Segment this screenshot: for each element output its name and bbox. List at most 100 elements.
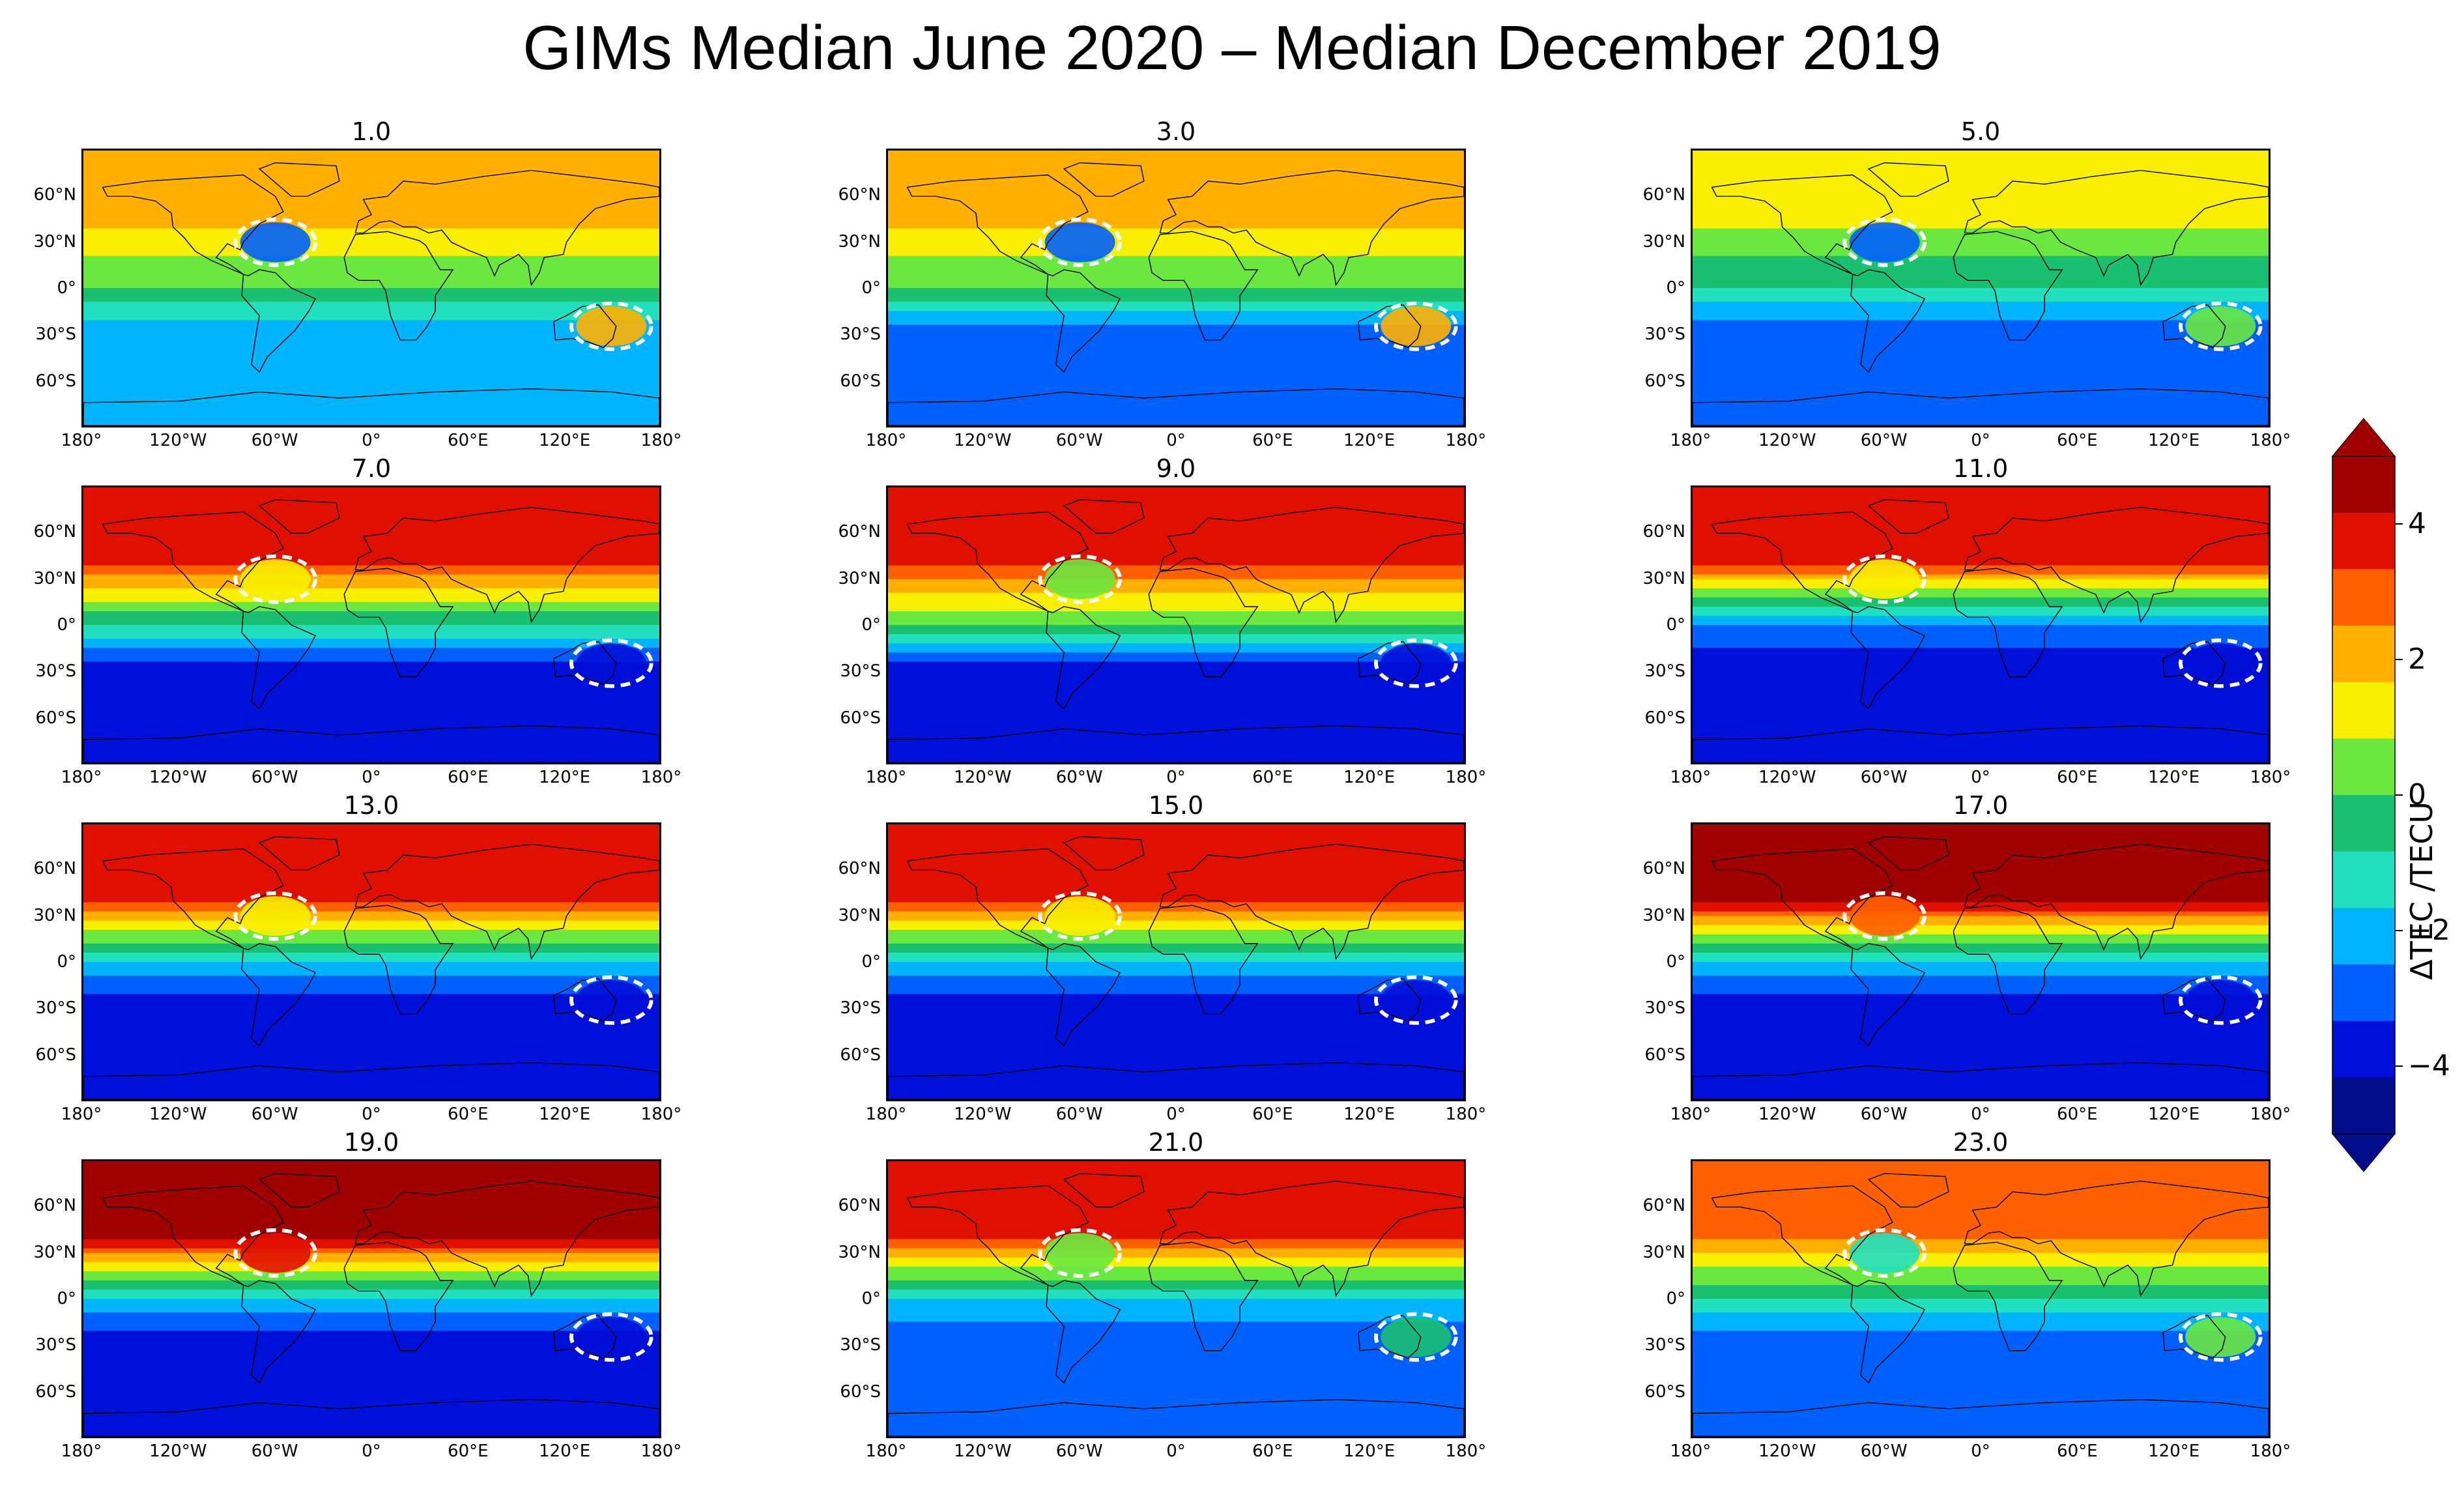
contour-band xyxy=(83,592,659,598)
contour-band xyxy=(1693,1426,2269,1432)
contour-band xyxy=(1693,1280,2269,1286)
contour-band xyxy=(1693,306,2269,312)
coastline xyxy=(83,388,659,426)
x-tick-label: 180° xyxy=(865,1105,907,1124)
contour-band xyxy=(83,948,659,953)
contour-band xyxy=(888,1322,1464,1327)
contour-band xyxy=(83,1003,659,1009)
contour-band xyxy=(1693,293,2269,298)
x-tick-label: 60°E xyxy=(1252,1105,1293,1124)
contour-band xyxy=(83,1243,659,1249)
contour-band xyxy=(83,547,659,553)
contour-band xyxy=(888,1035,1464,1041)
contour-band xyxy=(1693,1358,2269,1364)
contour-band xyxy=(888,1376,1464,1382)
contour-band xyxy=(1693,547,2269,553)
contour-band xyxy=(888,487,1464,493)
contour-band xyxy=(83,829,659,835)
contour-band xyxy=(888,506,1464,512)
colorbar-segment xyxy=(2332,738,2395,796)
contour-band xyxy=(1693,361,2269,367)
contour-band xyxy=(888,994,1464,1000)
contour-band xyxy=(1693,897,2269,903)
contour-band xyxy=(1693,407,2269,413)
contour-band xyxy=(1693,1017,2269,1022)
contour-band xyxy=(1693,1062,2269,1068)
contour-band xyxy=(1693,1248,2269,1254)
contour-band xyxy=(83,1417,659,1423)
contour-band xyxy=(1693,538,2269,543)
panel-title: 19.0 xyxy=(343,1128,399,1157)
contour-band xyxy=(83,875,659,880)
contour-band xyxy=(888,938,1464,944)
contour-band xyxy=(1693,551,2269,557)
contour-band xyxy=(1693,210,2269,216)
contour-band xyxy=(83,1030,659,1036)
y-tick-label: 60°N xyxy=(1642,185,1685,205)
contour-band xyxy=(888,1030,1464,1036)
contour-band xyxy=(888,1021,1464,1027)
contour-band xyxy=(888,251,1464,257)
contour-band xyxy=(83,1385,659,1391)
contour-band xyxy=(888,865,1464,871)
contour-band xyxy=(83,347,659,353)
contour-band xyxy=(83,338,659,344)
contour-band xyxy=(83,1344,659,1350)
contour-band xyxy=(83,1363,659,1368)
x-tick-label: 120°E xyxy=(2148,1441,2200,1461)
contour-band xyxy=(1693,487,2269,493)
contour-band xyxy=(83,151,659,156)
contour-band xyxy=(83,1184,659,1190)
contour-band xyxy=(1693,597,2269,603)
contour-band xyxy=(83,224,659,229)
x-tick-label: 120°W xyxy=(1758,1441,1816,1461)
contour-band xyxy=(888,689,1464,695)
coastline xyxy=(1046,606,1121,710)
contour-band xyxy=(1693,847,2269,853)
contour-band xyxy=(1693,920,2269,926)
contour-band xyxy=(1693,320,2269,326)
contour-band xyxy=(1693,671,2269,676)
region-fill xyxy=(576,643,647,684)
coastline xyxy=(102,1185,284,1286)
contour-band xyxy=(1693,269,2269,275)
contour-band xyxy=(1693,1431,2269,1436)
contour-band xyxy=(888,242,1464,248)
contour-band xyxy=(83,565,659,571)
colorbar-extend-bottom xyxy=(2331,1133,2396,1172)
contour-band xyxy=(888,879,1464,885)
contour-band xyxy=(83,1280,659,1286)
contour-map xyxy=(886,822,1466,1101)
contour-band xyxy=(888,661,1464,667)
contour-band xyxy=(83,1266,659,1272)
contour-band xyxy=(1693,938,2269,944)
contour-band xyxy=(83,957,659,963)
colorbar-tick-label: −2 xyxy=(2408,914,2450,947)
contour-band xyxy=(1693,1349,2269,1355)
contour-band xyxy=(1693,1012,2269,1018)
y-tick-label: 30°N xyxy=(838,231,881,252)
x-tick-label: 180° xyxy=(61,768,102,787)
contour-band xyxy=(83,398,659,403)
y-tick-label: 60°N xyxy=(33,185,76,205)
region-fill xyxy=(1381,980,1452,1021)
contour-band xyxy=(1693,228,2269,234)
region-fill xyxy=(1044,896,1115,936)
x-tick-label: 60°E xyxy=(2057,1441,2098,1461)
contour-band xyxy=(888,1207,1464,1213)
contour-band xyxy=(1693,625,2269,630)
x-tick-label: 180° xyxy=(865,431,907,450)
coastline xyxy=(1964,843,2269,961)
contour-map xyxy=(886,149,1466,427)
contour-map xyxy=(1691,1159,2271,1438)
contour-band xyxy=(888,601,1464,607)
contour-band xyxy=(83,1090,659,1095)
coastline xyxy=(1867,162,1949,197)
contour-band xyxy=(888,565,1464,571)
colorbar-segment xyxy=(2332,795,2395,852)
contour-map xyxy=(1691,485,2271,764)
colorbar-segment xyxy=(2332,512,2395,570)
contour-band xyxy=(888,1248,1464,1254)
contour-band xyxy=(888,1358,1464,1364)
y-tick-label: 30°N xyxy=(1642,1242,1685,1262)
